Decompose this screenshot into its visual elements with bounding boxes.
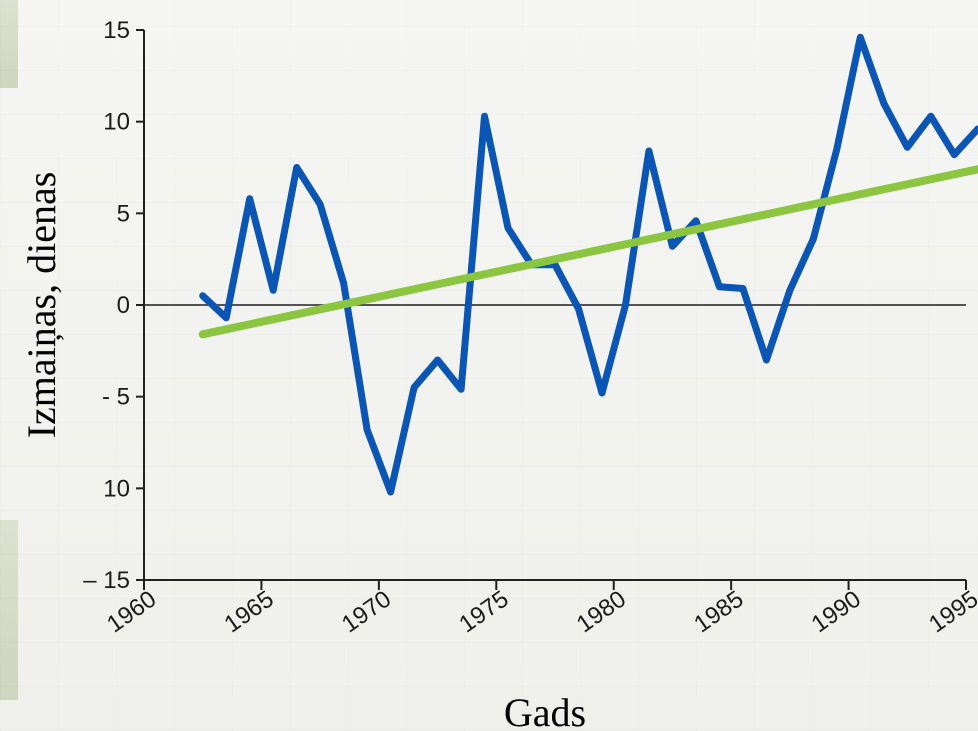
y-tick-label: – 15 bbox=[83, 567, 130, 594]
x-tick-label: 1990 bbox=[807, 585, 866, 638]
y-tick-label: - 5 bbox=[102, 384, 130, 411]
x-tick-label: 1980 bbox=[572, 585, 631, 638]
left-decor-strip-top bbox=[0, 0, 18, 88]
x-tick-label: 1965 bbox=[220, 585, 279, 638]
x-tick-label: 1985 bbox=[689, 585, 748, 638]
trend-line bbox=[198, 165, 978, 339]
x-tick-label: 1995 bbox=[924, 585, 978, 638]
x-tick-label: 1970 bbox=[337, 585, 396, 638]
left-decor-strip-bottom bbox=[0, 520, 18, 700]
y-tick-label: 0 bbox=[117, 292, 130, 319]
observed-change-line bbox=[199, 33, 978, 496]
y-tick-label: 15 bbox=[103, 17, 130, 44]
y-axis-title: Izmaiņas, dienas bbox=[19, 172, 64, 439]
series-layer bbox=[198, 33, 978, 496]
y-tick-label: 10 bbox=[103, 109, 130, 136]
x-axis-title: Gads bbox=[504, 690, 586, 731]
axes-layer bbox=[136, 29, 967, 590]
y-tick-label: 5 bbox=[117, 200, 130, 227]
x-tick-label: 1975 bbox=[454, 585, 513, 638]
y-tick-label: 10 bbox=[103, 475, 130, 502]
